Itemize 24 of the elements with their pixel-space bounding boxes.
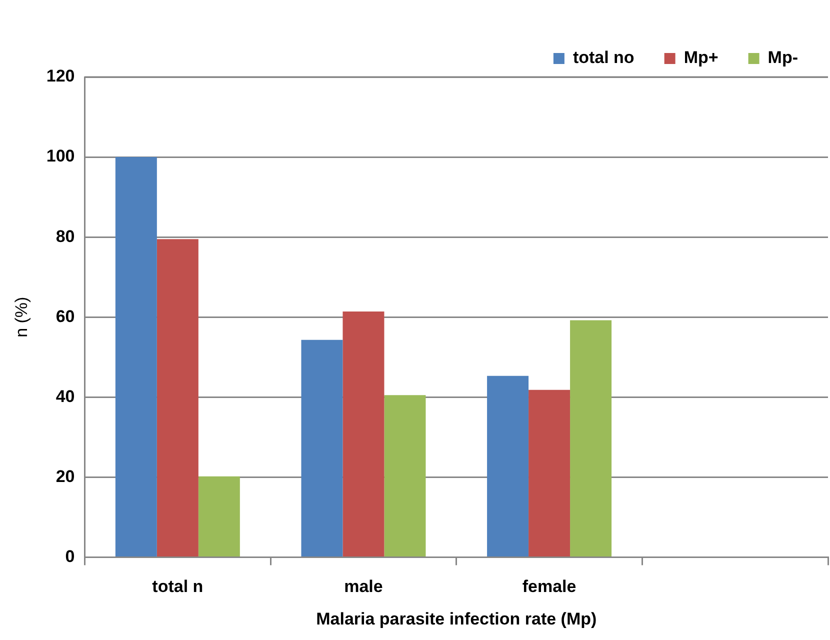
y-tick-label: 100 [46, 146, 75, 166]
x-tick-label: total n [152, 577, 204, 596]
y-tick-label: 60 [56, 306, 75, 326]
y-tick-label: 20 [56, 466, 75, 486]
y-axis-title: n (%) [12, 296, 31, 338]
bar [487, 376, 529, 556]
bar [115, 157, 157, 556]
x-axis-title: Malaria parasite infection rate (Mp) [316, 609, 597, 628]
y-tick-label: 80 [56, 226, 75, 246]
x-tick-label: male [344, 577, 383, 596]
bar [528, 390, 570, 556]
bar [301, 340, 343, 556]
x-tick-label: female [522, 577, 576, 596]
bar [570, 320, 612, 556]
bar [156, 239, 198, 556]
legend-label: Mp+ [684, 48, 718, 68]
legend-label: Mp- [768, 48, 798, 68]
legend-label: total no [572, 48, 634, 68]
bar [198, 476, 240, 556]
y-tick-label: 40 [56, 386, 75, 406]
y-tick-label: 0 [65, 546, 75, 566]
bar [342, 312, 384, 556]
bar [384, 395, 426, 556]
y-tick-label: 120 [46, 66, 75, 86]
